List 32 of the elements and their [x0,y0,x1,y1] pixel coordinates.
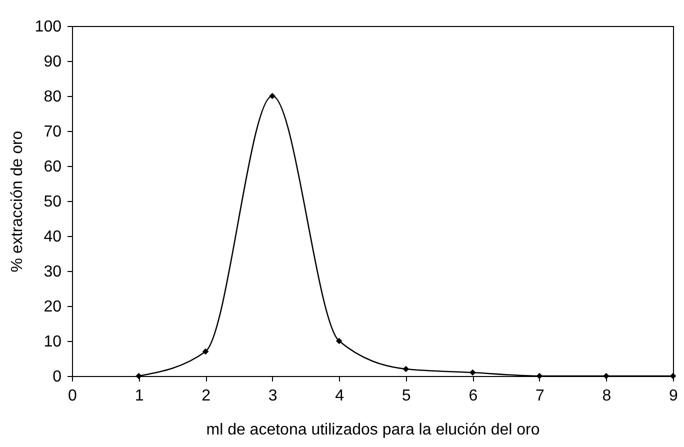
y-tick-label: 20 [44,298,62,316]
x-tick-label: 1 [134,388,144,404]
y-tick-label: 40 [44,228,62,246]
y-tick-label: 80 [44,88,62,106]
y-tick-label: 50 [44,194,62,210]
point [670,372,676,380]
y-tick-label: 60 [44,158,62,176]
x-tick-label: 9 [669,388,678,404]
x-tick-label: 4 [335,388,344,404]
y-tick-label: 70 [44,124,62,140]
x-tick-label: 7 [535,388,544,404]
y-tick-label: 90 [44,54,62,70]
x-tick-label: 8 [602,388,612,404]
x-axis-title: ml de acetona utilizados para la elución del oro [206,422,540,438]
x-tick-label: 5 [402,388,411,404]
x-tick-label: 2 [202,388,211,404]
point [470,369,476,376]
point [336,338,342,344]
point [202,348,209,355]
point [136,372,142,380]
y-axis-title: % extracción de oro [8,130,26,272]
point [269,92,276,100]
y-tick-label: 0 [52,368,62,386]
x-tick-label: 3 [268,388,278,404]
y-tick-label: 100 [34,18,62,36]
point [603,372,610,380]
x-tick-label: 6 [468,388,478,404]
y-tick-label: 10 [44,334,62,350]
x-tick-label: 0 [68,388,78,404]
point [402,366,410,372]
point [536,372,543,380]
y-tick-label: 30 [44,264,62,280]
